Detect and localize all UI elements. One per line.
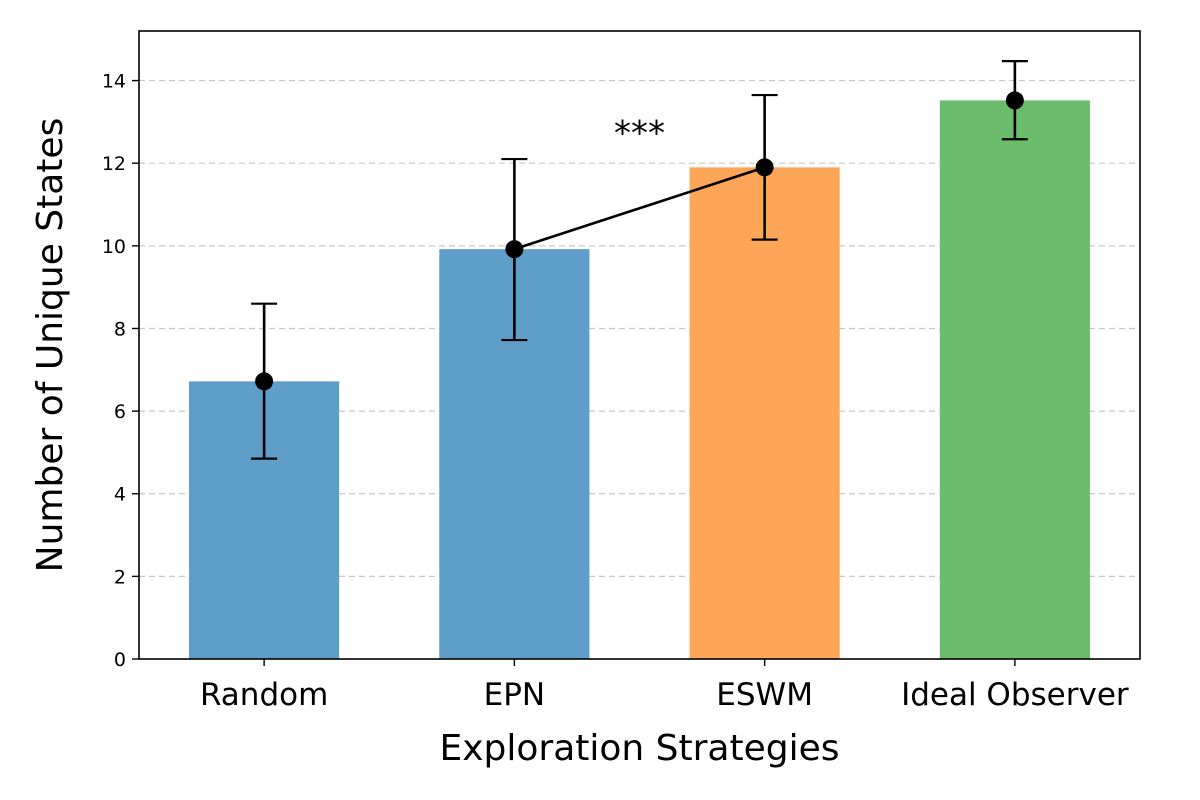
y-tick-label: 4 — [114, 484, 126, 506]
bar — [689, 167, 840, 659]
connector-layer — [513, 166, 766, 251]
x-axis-title: Exploration Strategies — [439, 728, 839, 769]
x-tick-label: ESWM — [716, 677, 813, 713]
y-axis-title: Number of Unique States — [30, 118, 71, 573]
y-tick-label: 10 — [102, 236, 126, 258]
mean-point — [505, 240, 524, 259]
y-tick-label: 14 — [102, 71, 126, 93]
plot-frame — [138, 30, 1141, 660]
error-bars — [251, 60, 1028, 460]
y-tick-label: 2 — [114, 566, 126, 588]
bars — [189, 100, 1090, 660]
connector-line — [513, 166, 766, 251]
y-tick-label: 12 — [102, 153, 126, 175]
y-tick-label: 8 — [114, 318, 126, 340]
significance-annotation: *** — [614, 113, 665, 153]
mean-point — [755, 158, 774, 177]
x-tick-label: Random — [200, 677, 328, 713]
mean-point — [255, 372, 274, 391]
x-tick-label: Ideal Observer — [901, 677, 1129, 713]
y-tick-label: 0 — [114, 649, 126, 671]
axis-ticks: 0 2 4 6 8 10 12 14 Random EPN ESWM Ideal Observer — [102, 71, 1129, 713]
bar — [939, 100, 1090, 660]
x-tick-label: EPN — [484, 677, 545, 713]
mean-point — [1005, 91, 1024, 110]
y-tick-label: 6 — [114, 401, 126, 423]
